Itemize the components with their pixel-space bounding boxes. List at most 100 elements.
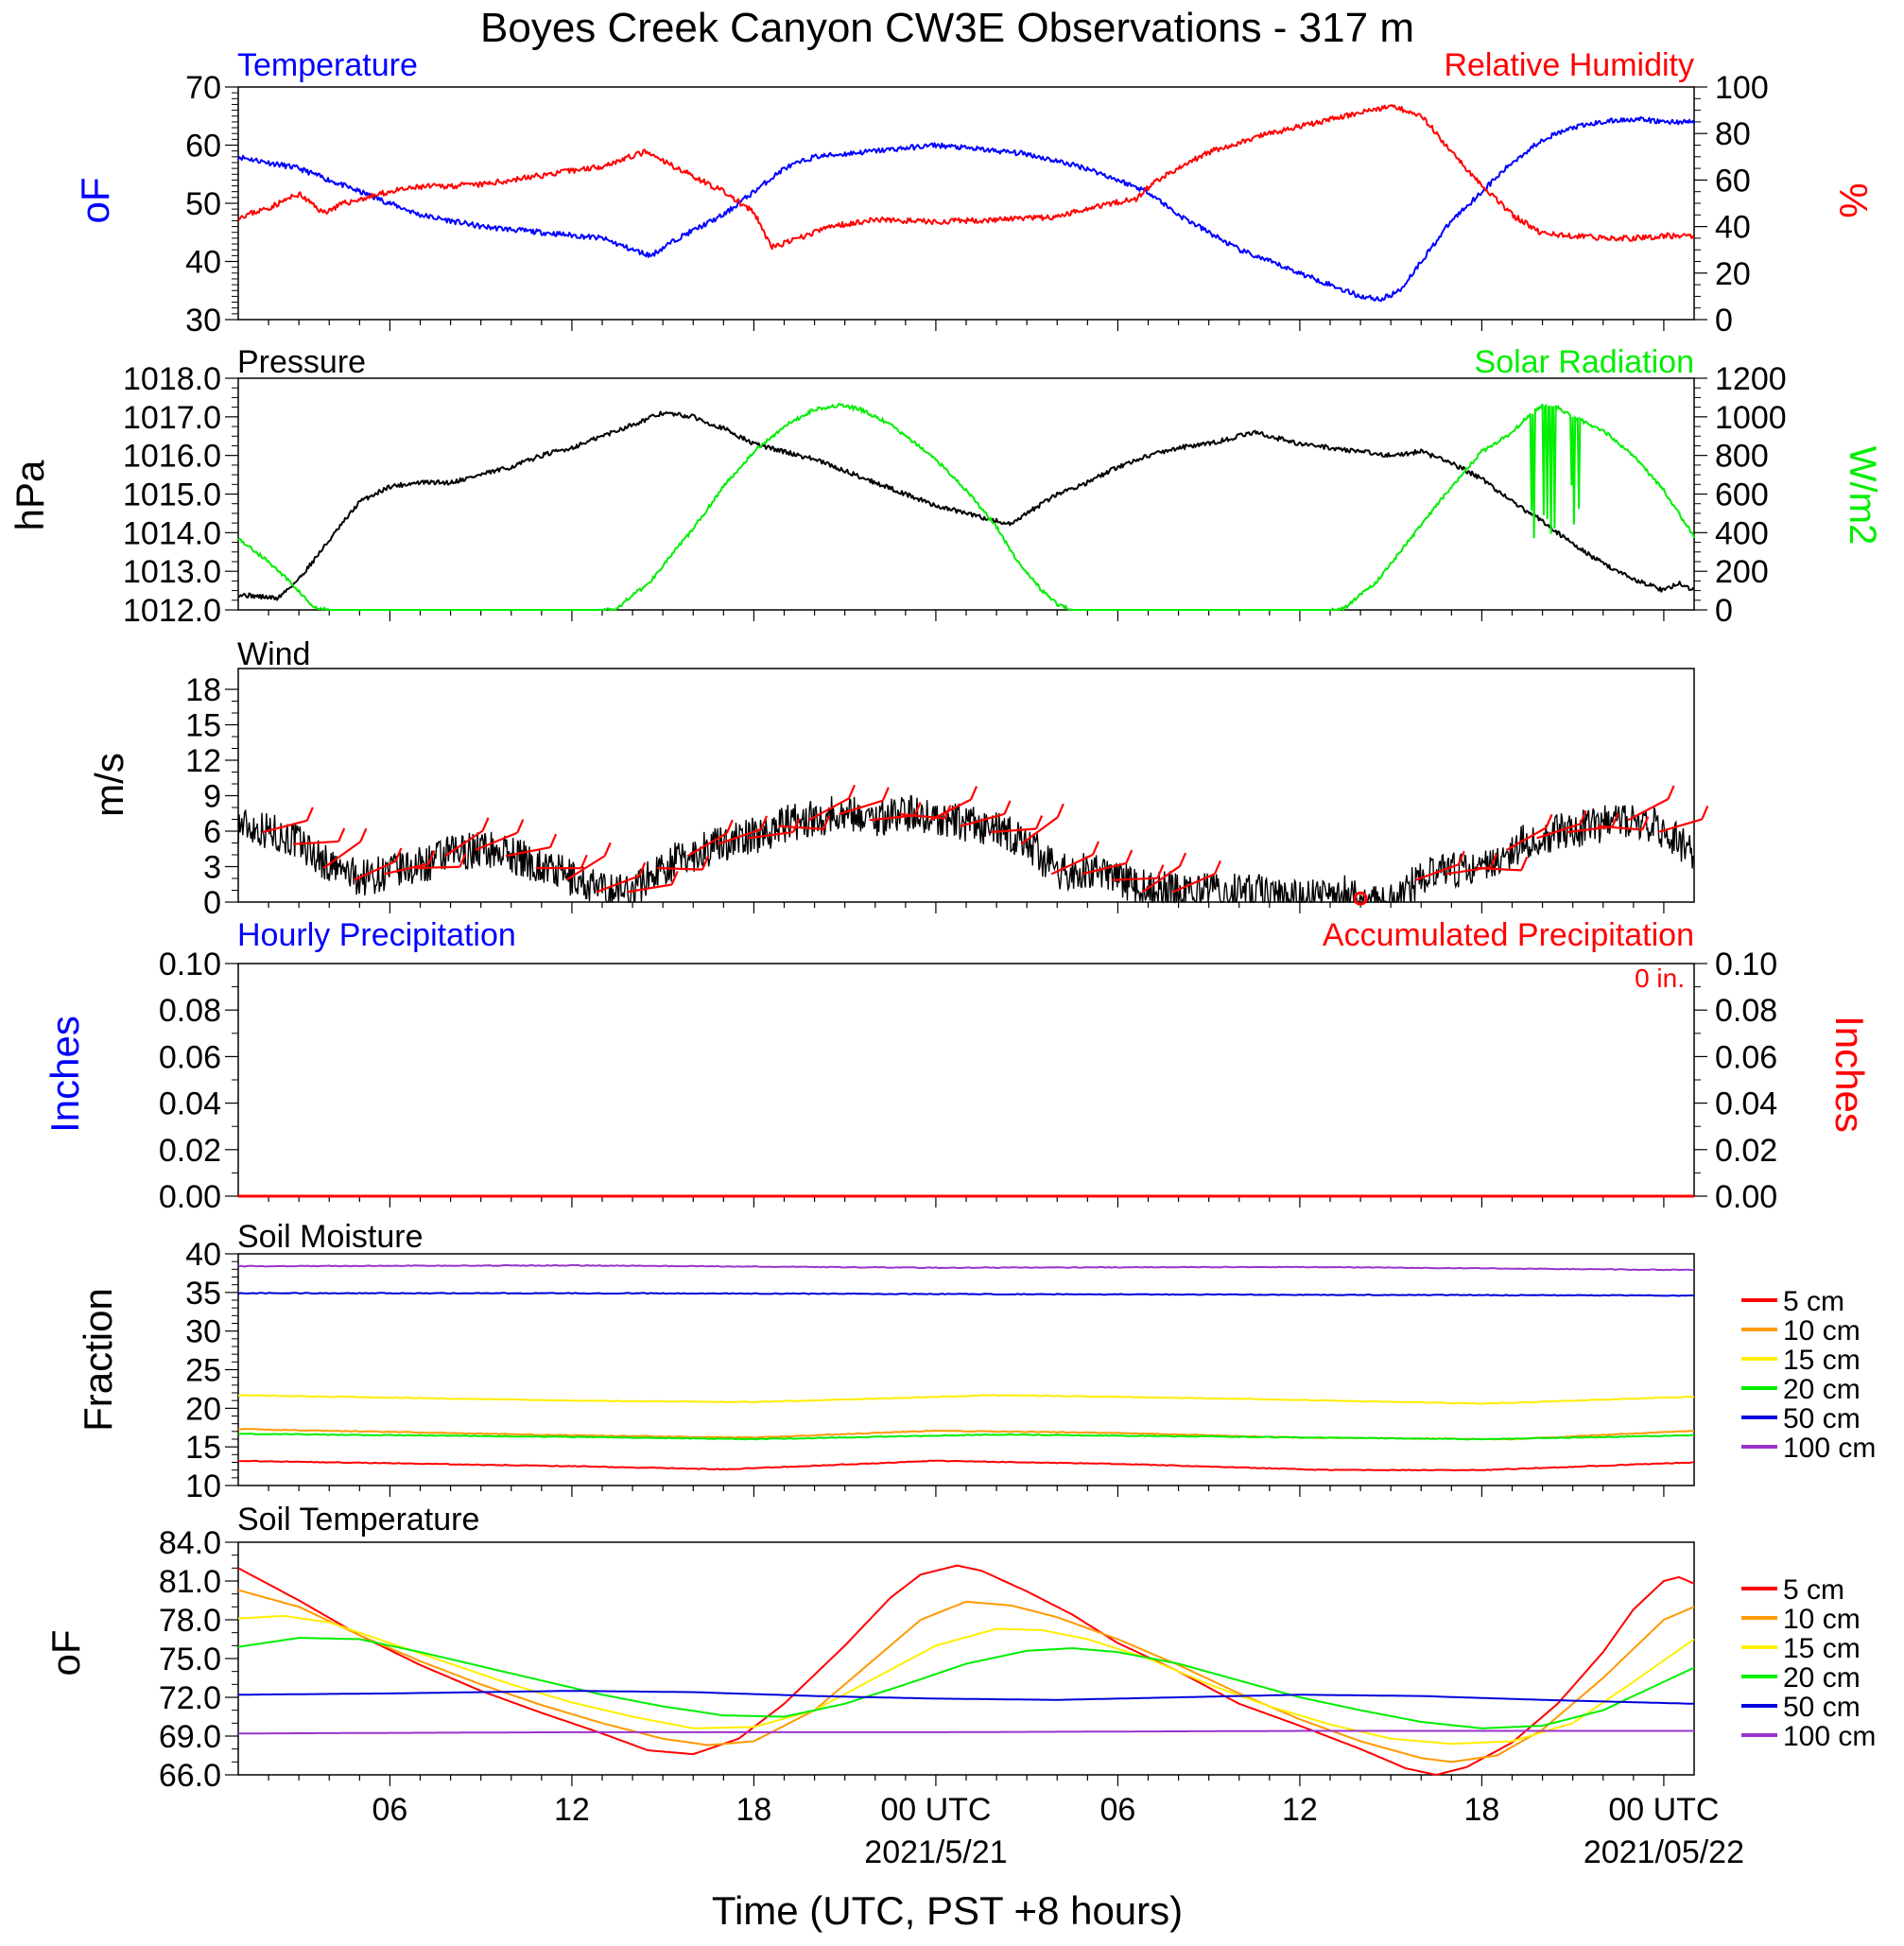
- humidity-ytick-label: 100: [1715, 70, 1769, 106]
- soil-temp-ytick-label: 78.0: [159, 1603, 221, 1639]
- wind-title: Wind: [237, 636, 310, 672]
- temperature-ytick-label: 40: [185, 245, 221, 281]
- wind-ytick-label: 18: [185, 672, 221, 708]
- wind-barb: [596, 875, 640, 894]
- temp-rh-plot: 70 60 50 40 30 100 80 60 40 20 0: [185, 70, 1769, 339]
- wind-barb: [475, 831, 518, 852]
- temperature-title: Temperature: [237, 47, 418, 83]
- wind-barb: [1505, 826, 1548, 851]
- wind-barb-flag: [481, 817, 490, 832]
- soil-moisture-legend-label: 20 cm: [1783, 1374, 1861, 1405]
- solar-title: Solar Radiation: [1475, 344, 1694, 380]
- time-axis: 06 12 18 00 UTC 2021/5/21 06 12 18 00 UTC 2021/05…: [372, 1792, 1744, 1870]
- wind-barb-flag: [359, 827, 368, 843]
- wind-ytick-label: 3: [203, 850, 221, 886]
- wind-barb: [1050, 853, 1094, 876]
- soil-temp-ytick-label: 84.0: [159, 1525, 221, 1561]
- soil-temp-plot: 84.081.078.075.072.069.066.0: [159, 1525, 1695, 1794]
- panel-soil-temp: Soil Temperature oF 84.081.078.075.072.0…: [43, 1502, 1876, 1794]
- soil-temp-ytick-label: 75.0: [159, 1642, 221, 1677]
- wind-barb: [262, 819, 308, 834]
- soil-moisture-ytick-label: 30: [185, 1314, 221, 1350]
- wind-barb: [869, 814, 915, 822]
- wind-unit: m/s: [87, 753, 131, 817]
- wind-barb: [1597, 825, 1643, 831]
- soil-temp-legend-label: 20 cm: [1783, 1662, 1861, 1694]
- humidity-ytick-label: 60: [1715, 163, 1751, 199]
- soil-temp-line: [237, 1614, 1695, 1746]
- soil-temp-legend-label: 5 cm: [1783, 1574, 1844, 1606]
- wind-barb-flag: [1545, 813, 1553, 828]
- hourly-precip-ytick-label: 0.08: [159, 993, 221, 1029]
- wind-barb-flag: [1125, 849, 1134, 864]
- x-tick-label: 18: [736, 1792, 772, 1828]
- temperature-ytick-label: 70: [185, 70, 221, 106]
- accum-precip-title: Accumulated Precipitation: [1323, 917, 1694, 953]
- x-date-label: 2021/05/22: [1584, 1834, 1744, 1870]
- humidity-line: [237, 104, 1695, 251]
- soil-temp-ytick-label: 72.0: [159, 1680, 221, 1716]
- hourly-precip-title: Hourly Precipitation: [237, 917, 516, 953]
- humidity-ytick-label: 40: [1715, 210, 1751, 246]
- wind-barb-flag: [760, 815, 769, 830]
- wind-barb-flag: [792, 818, 801, 833]
- solar-ytick-label: 800: [1715, 439, 1769, 475]
- solar-ytick-label: 1000: [1715, 400, 1787, 436]
- wind-barb-flag: [1156, 864, 1165, 879]
- soil-temp-ytick-label: 66.0: [159, 1758, 221, 1794]
- wind-barb-flag: [847, 784, 856, 799]
- hourly-precip-unit: Inches: [43, 1016, 87, 1133]
- wind-barb: [748, 830, 794, 840]
- accum-precip-ytick-label: 0.08: [1715, 993, 1777, 1029]
- soil-moisture-ytick-label: 25: [185, 1353, 221, 1389]
- wind-barb-flag: [1035, 815, 1044, 829]
- precip-total-label: 0 in.: [1635, 964, 1685, 993]
- soil-moisture-ytick-label: 15: [185, 1430, 221, 1466]
- wind-barb: [960, 812, 1005, 827]
- panel-temp-rh: Temperature Relative Humidity oF % 70 60 5…: [73, 47, 1876, 339]
- figure-title: Boyes Creek Canyon CW3E Observations - 3…: [480, 5, 1414, 51]
- soil-temp-legend-label: 10 cm: [1783, 1604, 1861, 1635]
- wind-barb-flag: [969, 786, 978, 801]
- wind-barb: [1657, 818, 1703, 834]
- wind-barb: [1476, 866, 1522, 872]
- wind-calm-marker: [1353, 891, 1368, 906]
- wind-barb-flag: [913, 801, 922, 816]
- pressure-ytick-label: 1016.0: [123, 439, 221, 475]
- wind-barb-flag: [822, 815, 831, 830]
- wind-barb-flag: [1611, 812, 1619, 827]
- x-tick-label: 06: [1100, 1792, 1136, 1828]
- accum-precip-ytick-label: 0.02: [1715, 1133, 1777, 1169]
- wind-barb: [839, 799, 884, 816]
- hourly-precip-ytick-label: 0.04: [159, 1086, 221, 1122]
- wind-barb-flag: [580, 854, 588, 869]
- soil-moisture-ytick-label: 35: [185, 1276, 221, 1312]
- soil-moisture-ytick-label: 10: [185, 1468, 221, 1504]
- hourly-precip-ytick-label: 0.02: [159, 1133, 221, 1169]
- wind-barb-flag: [603, 842, 612, 857]
- wind-barb: [322, 841, 361, 869]
- pressure-title: Pressure: [237, 344, 366, 380]
- wind-barb: [626, 883, 672, 894]
- solar-line: [237, 402, 1695, 613]
- soil-moisture-line: [237, 1292, 1695, 1297]
- pressure-ytick-label: 1013.0: [123, 554, 221, 590]
- soil-temp-legend-label: 100 cm: [1783, 1721, 1876, 1752]
- wind-barb: [929, 798, 972, 822]
- temp-rh-frame: [237, 86, 1695, 321]
- panel-pressure-solar: Pressure Solar Radiation hPa W/m2 1018.0…: [8, 344, 1883, 629]
- wind-barb: [443, 829, 484, 858]
- wind-barb: [565, 855, 606, 881]
- wind-barb-flag: [881, 787, 890, 802]
- wind-barb-flag: [516, 819, 525, 834]
- wind-barb-flag: [394, 847, 403, 862]
- temperature-ytick-label: 50: [185, 186, 221, 222]
- wind-barb: [778, 825, 824, 830]
- wind-barb: [808, 797, 850, 822]
- wind-barb-flag: [1457, 850, 1465, 865]
- wind-barb: [717, 827, 762, 845]
- wind-barb: [414, 865, 460, 870]
